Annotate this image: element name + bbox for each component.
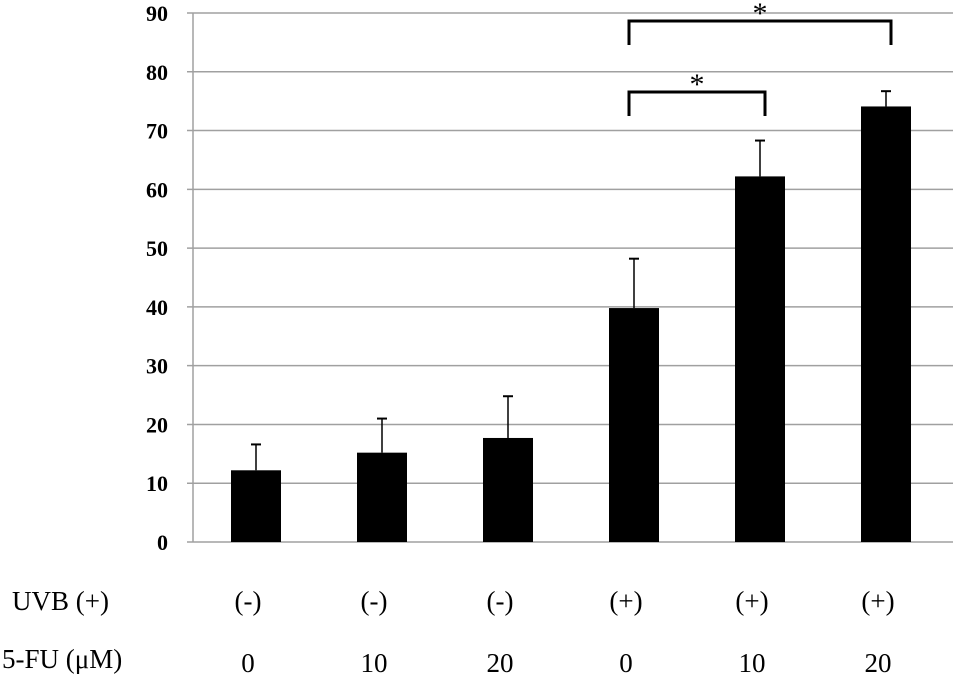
y-tick-label: 0 xyxy=(157,530,168,555)
y-tick-label: 70 xyxy=(146,119,168,144)
y-tick-label: 20 xyxy=(146,412,168,437)
bar xyxy=(231,470,281,542)
significance-star: * xyxy=(753,0,768,30)
bar xyxy=(861,106,911,542)
y-tick-label: 30 xyxy=(146,354,168,379)
bar xyxy=(483,437,533,542)
significance-brackets: ** xyxy=(627,0,893,116)
uvb-label: (-) xyxy=(487,586,514,616)
y-tick-label: 40 xyxy=(146,295,168,320)
uvb-label: (-) xyxy=(235,586,262,616)
y-tick-label: 10 xyxy=(146,471,168,496)
significance-bracket xyxy=(627,19,893,45)
bar xyxy=(609,308,659,542)
uvb-label: (+) xyxy=(609,586,642,616)
5fu-label: 0 xyxy=(241,648,255,678)
uvb-label: (-) xyxy=(361,586,388,616)
5fu-label: 10 xyxy=(361,648,388,678)
5fu-label: 20 xyxy=(865,648,892,678)
bars xyxy=(231,106,911,542)
5fu-label: 0 xyxy=(619,648,633,678)
significance-bracket xyxy=(627,90,767,116)
y-tick-label: 60 xyxy=(146,177,168,202)
5fu-label: 10 xyxy=(739,648,766,678)
row-label-uvb: UVB (+) xyxy=(12,586,109,616)
error-bars xyxy=(251,90,891,471)
y-tick-label: 90 xyxy=(146,1,168,26)
row-label-5fu: 5-FU (μM) xyxy=(2,644,122,674)
5fu-label: 20 xyxy=(487,648,514,678)
gridlines xyxy=(187,12,953,543)
y-axis-ticks: 0 10 20 30 40 50 60 70 80 90 xyxy=(146,1,168,555)
uvb-label: (+) xyxy=(861,586,894,616)
uvb-label: (+) xyxy=(735,586,768,616)
significance-star: * xyxy=(690,68,705,101)
category-labels: UVB (+) 5-FU (μM) (-) 0 (-) 10 (-) 20 (+) 0 (+) 1… xyxy=(2,586,895,678)
bar xyxy=(357,452,407,542)
y-tick-label: 80 xyxy=(146,60,168,85)
y-tick-label: 50 xyxy=(146,236,168,261)
bar xyxy=(735,176,785,542)
